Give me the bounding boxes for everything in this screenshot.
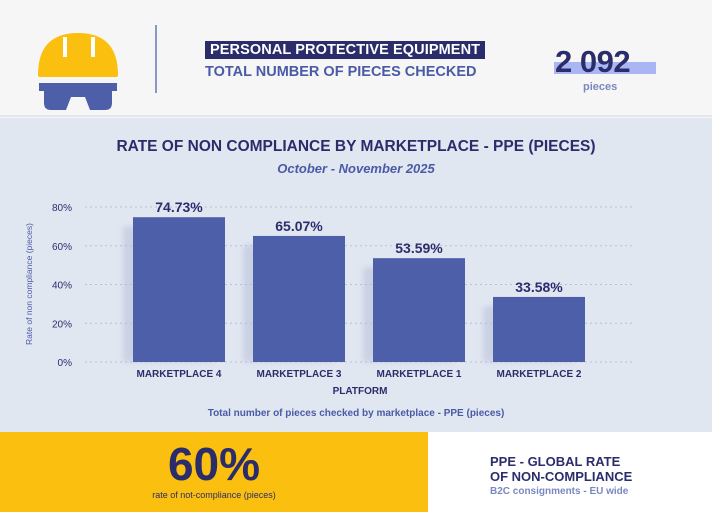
data-label: 74.73% — [155, 199, 203, 215]
y-axis-label: Rate of non compliance (pieces) — [24, 223, 34, 345]
x-tick-label: MARKETPLACE 2 — [496, 369, 581, 380]
chart-panel: RATE OF NON COMPLIANCE BY MARKETPLACE - … — [0, 118, 712, 432]
global-rate-subtitle: B2C consignments - EU wide — [490, 486, 629, 497]
y-tick-label: 40% — [52, 281, 72, 292]
global-rate-title: PPE - GLOBAL RATE OF NON-COMPLIANCE — [490, 454, 632, 484]
global-rate-value: 60% — [167, 438, 261, 490]
bar-marketplace-1 — [373, 258, 465, 362]
header-divider — [155, 25, 157, 93]
bar-chart: 0% 20% 40% 60% 80% Rate of non compliance (pi… — [24, 199, 635, 397]
x-tick-label: MARKETPLACE 3 — [256, 369, 341, 380]
x-tick-label: MARKETPLACE 1 — [376, 369, 461, 380]
chart-title: RATE OF NON COMPLIANCE BY MARKETPLACE - … — [116, 138, 596, 155]
global-rate-info: PPE - GLOBAL RATE OF NON-COMPLIANCE B2C c… — [428, 432, 712, 512]
x-axis-label: PLATFORM — [333, 386, 388, 397]
bar-marketplace-3 — [253, 235, 345, 362]
y-tick-label: 0% — [58, 358, 73, 369]
global-rate-label: rate of not-compliance (pieces) — [152, 490, 276, 500]
total-pieces: 2 092 — [555, 44, 631, 79]
global-rate-panel: 60% rate of not-compliance (pieces) — [0, 432, 428, 512]
data-label: 53.59% — [395, 240, 443, 256]
hard-hat-goggles-icon — [38, 33, 118, 110]
data-label: 33.58% — [515, 279, 563, 295]
y-tick-label: 80% — [52, 203, 72, 214]
total-unit: pieces — [583, 81, 618, 93]
data-label: 65.07% — [275, 218, 323, 234]
total-highlight — [554, 62, 656, 74]
y-tick-label: 60% — [52, 242, 72, 253]
category-subtitle: TOTAL NUMBER OF PIECES CHECKED — [205, 64, 477, 80]
global-rate-title-line2: OF NON-COMPLIANCE — [490, 469, 633, 484]
bar-marketplace-4 — [133, 217, 225, 362]
global-rate-title-line1: PPE - GLOBAL RATE — [490, 454, 621, 469]
bar-marketplace-2 — [493, 296, 585, 362]
chart-footnote: Total number of pieces checked by market… — [207, 408, 505, 419]
header: PERSONAL PROTECTIVE EQUIPMENT TOTAL NUMB… — [0, 0, 712, 117]
y-tick-label: 20% — [52, 319, 72, 330]
x-tick-label: MARKETPLACE 4 — [136, 369, 221, 380]
category-title: PERSONAL PROTECTIVE EQUIPMENT — [205, 41, 486, 59]
chart-subtitle: October - November 2025 — [277, 161, 435, 176]
